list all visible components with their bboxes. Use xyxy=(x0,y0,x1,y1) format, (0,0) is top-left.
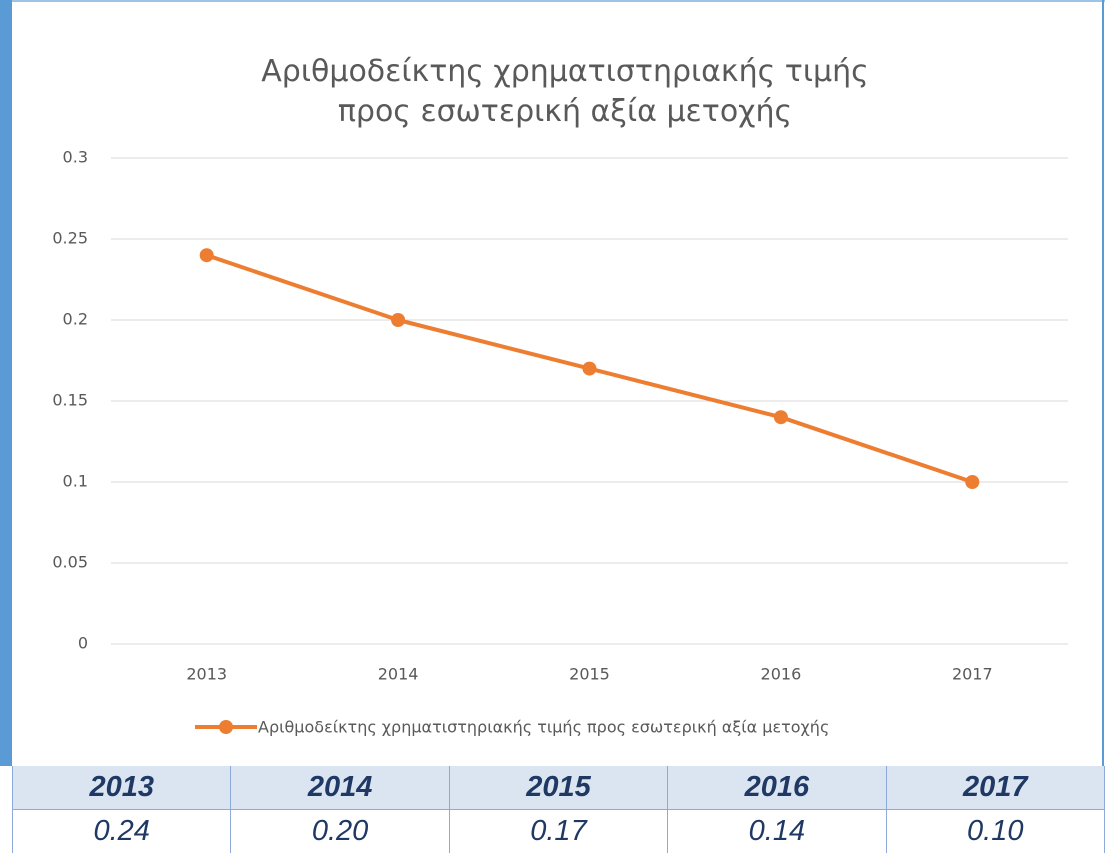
y-tick-label: 0.25 xyxy=(52,229,88,248)
legend-label: Αριθμοδείκτης χρηματιστηριακής τιμής προ… xyxy=(258,718,829,737)
point xyxy=(965,475,980,489)
point xyxy=(199,248,214,263)
chart: Αριθμοδείκτης χρηματιστηριακής τιμής προς… xyxy=(0,0,1105,766)
x-tick-label: 2015 xyxy=(569,665,610,684)
y-tick-label: 0.15 xyxy=(52,391,88,410)
table-cell: 0.17 xyxy=(448,809,669,853)
y-tick-label: 0.2 xyxy=(63,310,88,329)
x-tick-label: 2017 xyxy=(952,665,993,684)
legend-marker xyxy=(219,720,233,734)
header-cell: 2015 xyxy=(448,766,669,810)
y-tick-label: 0.1 xyxy=(63,472,88,491)
table-header: 2013 2014 2015 2016 2017 xyxy=(11,766,1105,810)
point xyxy=(773,410,788,425)
x-tick-label: 2014 xyxy=(378,665,419,684)
y-tick-label: 0.3 xyxy=(63,148,88,167)
point xyxy=(391,313,406,327)
header-cell: 2016 xyxy=(667,766,887,810)
table-cell: 0.14 xyxy=(667,809,887,853)
data-table: 2013 2014 2015 2016 2017 0.24 0.20 0.17 0.14 0.1… xyxy=(11,766,1105,853)
x-tick-label: 2013 xyxy=(186,665,227,684)
table-cell: 0.10 xyxy=(885,809,1105,853)
point xyxy=(582,361,597,376)
header-cell: 2013 xyxy=(11,766,232,810)
x-tick-label: 2016 xyxy=(761,665,802,684)
table-row: 0.24 0.20 0.17 0.14 0.10 xyxy=(11,809,1105,853)
left-border xyxy=(0,0,12,766)
header-cell: 2014 xyxy=(230,766,450,810)
y-tick-label: 0 xyxy=(78,634,88,653)
table-cell: 0.24 xyxy=(11,809,232,853)
y-tick-label: 0.05 xyxy=(52,553,88,572)
chart-title: Αριθμοδείκτης χρηματιστηριακής τιμής προς… xyxy=(261,54,868,129)
table-cell: 0.20 xyxy=(230,809,450,853)
header-cell: 2017 xyxy=(885,766,1105,810)
